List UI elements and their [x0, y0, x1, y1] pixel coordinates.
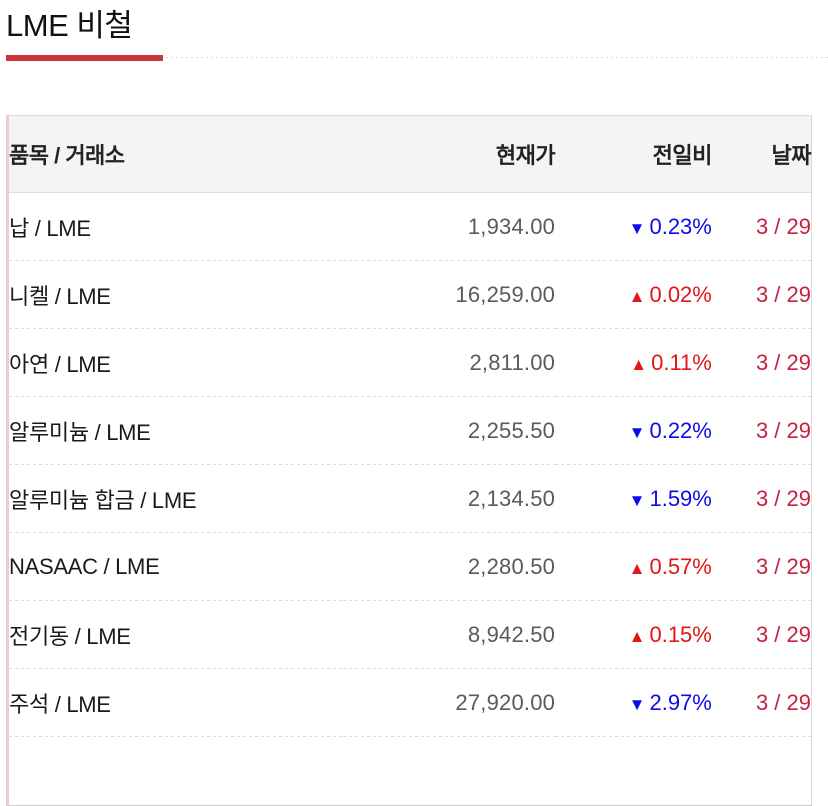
- title-accent-bar: [6, 55, 163, 61]
- cell-current-price: 2,280.50: [342, 533, 556, 601]
- cell-change-percent: ▲ 0.02%: [555, 261, 712, 329]
- cell-date: 3 / 29: [711, 533, 811, 601]
- page-header: LME 비철: [0, 0, 828, 62]
- change-value: 0.23%: [649, 214, 712, 239]
- change-value: 2.97%: [649, 690, 712, 715]
- title-dotted-rule: [6, 57, 828, 58]
- triangle-down-icon: ▼: [628, 491, 646, 510]
- table-row[interactable]: 알루미늄 / LME 2,255.50 ▼ 0.22% 3 / 29: [9, 397, 811, 465]
- table-row[interactable]: 알루미늄 합금 / LME 2,134.50 ▼ 1.59% 3 / 29: [9, 465, 811, 533]
- change-value: 0.02%: [649, 282, 712, 307]
- cell-date: 3 / 29: [711, 261, 811, 329]
- cell-current-price: 8,942.50: [342, 601, 556, 669]
- cell-change-percent: ▼ 0.22%: [555, 397, 712, 465]
- column-header-change[interactable]: 전일비: [555, 115, 712, 193]
- cell-item-name[interactable]: 아연 / LME: [9, 329, 343, 397]
- cell-date: 3 / 29: [711, 329, 811, 397]
- triangle-down-icon: ▼: [628, 219, 646, 238]
- table-row[interactable]: 니켈 / LME 16,259.00 ▲ 0.02% 3 / 29: [9, 261, 811, 329]
- table-header: 품목 / 거래소 현재가 전일비 날짜: [9, 115, 812, 193]
- lme-quote-table: 품목 / 거래소 현재가 전일비 날짜 납 / LME 1,934.00 ▼ 0.23…: [9, 115, 812, 806]
- cell-date: 3 / 29: [711, 397, 811, 465]
- table-row[interactable]: 주석 / LME 27,920.00 ▼ 2.97% 3 / 29: [9, 669, 811, 737]
- cell-item-name[interactable]: 알루미늄 / LME: [9, 397, 343, 465]
- cell-item-name[interactable]: 납 / LME: [9, 192, 343, 261]
- table-row[interactable]: 납 / LME 1,934.00 ▼ 0.23% 3 / 29: [9, 192, 811, 261]
- cell-current-price: 1,934.00: [342, 192, 556, 261]
- cell-change-percent: ▲ 0.11%: [555, 329, 712, 397]
- cell-change-percent: ▲ 0.57%: [555, 533, 712, 601]
- table-header-row: 품목 / 거래소 현재가 전일비 날짜: [9, 115, 812, 193]
- cell-date: 3 / 29: [711, 669, 811, 737]
- table-row[interactable]: NASAAC / LME 2,280.50 ▲ 0.57% 3 / 29: [9, 533, 811, 601]
- page-title: LME 비철: [6, 8, 133, 43]
- cell-current-price: 2,134.50: [342, 465, 556, 533]
- lme-quote-panel: 품목 / 거래소 현재가 전일비 날짜 납 / LME 1,934.00 ▼ 0.23…: [6, 115, 812, 806]
- cell-item-name[interactable]: 전기동 / LME: [9, 601, 343, 669]
- table-bottom-spacer-cell: [9, 737, 811, 805]
- triangle-up-icon: ▲: [628, 627, 646, 646]
- cell-date: 3 / 29: [711, 465, 811, 533]
- cell-item-name[interactable]: 주석 / LME: [9, 669, 343, 737]
- cell-change-percent: ▼ 0.23%: [555, 192, 712, 261]
- cell-current-price: 2,255.50: [342, 397, 556, 465]
- table-row[interactable]: 아연 / LME 2,811.00 ▲ 0.11% 3 / 29: [9, 329, 811, 397]
- triangle-down-icon: ▼: [628, 423, 646, 442]
- cell-item-name[interactable]: 니켈 / LME: [9, 261, 343, 329]
- triangle-up-icon: ▲: [628, 559, 646, 578]
- cell-item-name[interactable]: 알루미늄 합금 / LME: [9, 465, 343, 533]
- cell-change-percent: ▼ 1.59%: [555, 465, 712, 533]
- cell-item-name[interactable]: NASAAC / LME: [9, 533, 343, 601]
- column-header-item[interactable]: 품목 / 거래소: [9, 115, 343, 193]
- cell-date: 3 / 29: [711, 192, 811, 261]
- change-value: 1.59%: [649, 486, 712, 511]
- triangle-up-icon: ▲: [628, 287, 646, 306]
- cell-current-price: 2,811.00: [342, 329, 556, 397]
- cell-date: 3 / 29: [711, 601, 811, 669]
- table-row[interactable]: 전기동 / LME 8,942.50 ▲ 0.15% 3 / 29: [9, 601, 811, 669]
- column-header-date[interactable]: 날짜: [711, 115, 812, 193]
- cell-change-percent: ▲ 0.15%: [555, 601, 712, 669]
- change-value: 0.57%: [649, 554, 712, 579]
- change-value: 0.15%: [649, 622, 712, 647]
- cell-change-percent: ▼ 2.97%: [555, 669, 712, 737]
- column-header-price[interactable]: 현재가: [342, 115, 556, 193]
- cell-current-price: 27,920.00: [342, 669, 556, 737]
- table-bottom-spacer: [9, 737, 811, 805]
- triangle-up-icon: ▲: [630, 355, 648, 374]
- change-value: 0.22%: [649, 418, 712, 443]
- title-underline: [0, 55, 828, 61]
- cell-current-price: 16,259.00: [342, 261, 556, 329]
- change-value: 0.11%: [651, 350, 712, 375]
- table-body: 납 / LME 1,934.00 ▼ 0.23% 3 / 29 니켈 / LME 16,25…: [9, 192, 811, 806]
- triangle-down-icon: ▼: [628, 695, 646, 714]
